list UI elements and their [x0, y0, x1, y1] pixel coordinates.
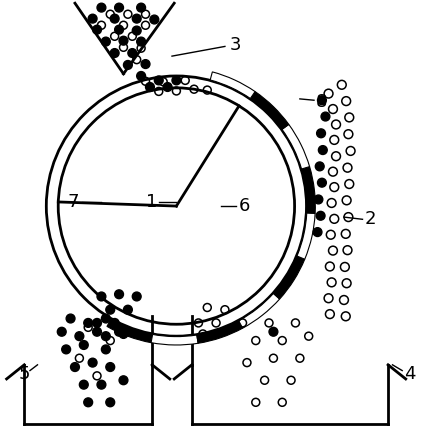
- Circle shape: [318, 178, 326, 187]
- Circle shape: [115, 327, 123, 336]
- Text: 5: 5: [19, 365, 30, 383]
- Text: 1: 1: [146, 193, 158, 211]
- Circle shape: [132, 26, 141, 35]
- Circle shape: [97, 3, 106, 12]
- Wedge shape: [107, 319, 153, 342]
- Circle shape: [101, 37, 110, 46]
- Circle shape: [110, 14, 119, 23]
- Wedge shape: [250, 92, 289, 129]
- Circle shape: [132, 292, 141, 301]
- Circle shape: [137, 37, 146, 46]
- Circle shape: [119, 376, 128, 385]
- Circle shape: [75, 332, 84, 341]
- Wedge shape: [297, 213, 315, 259]
- Circle shape: [110, 319, 119, 327]
- Circle shape: [115, 290, 123, 299]
- Circle shape: [123, 305, 132, 314]
- Wedge shape: [282, 124, 310, 169]
- Circle shape: [318, 96, 326, 105]
- Circle shape: [79, 341, 88, 350]
- Circle shape: [137, 3, 146, 12]
- Circle shape: [101, 314, 110, 323]
- Text: 4: 4: [404, 365, 416, 383]
- Text: 7: 7: [67, 193, 78, 211]
- Circle shape: [119, 36, 128, 45]
- Wedge shape: [239, 293, 280, 328]
- Wedge shape: [302, 167, 315, 214]
- Circle shape: [163, 82, 172, 91]
- Circle shape: [106, 398, 115, 407]
- Text: 2: 2: [365, 210, 376, 228]
- Circle shape: [84, 398, 93, 407]
- Circle shape: [93, 319, 101, 327]
- Circle shape: [66, 314, 75, 323]
- Circle shape: [115, 3, 123, 12]
- Circle shape: [84, 319, 93, 327]
- Circle shape: [71, 363, 79, 371]
- Circle shape: [110, 49, 119, 58]
- Wedge shape: [210, 72, 255, 98]
- Circle shape: [141, 60, 150, 69]
- Circle shape: [318, 146, 327, 155]
- Circle shape: [57, 327, 66, 336]
- Circle shape: [316, 211, 325, 220]
- Circle shape: [97, 380, 106, 389]
- Circle shape: [313, 228, 322, 237]
- Circle shape: [97, 292, 106, 301]
- Circle shape: [315, 162, 324, 171]
- Text: 8: 8: [316, 93, 328, 112]
- Circle shape: [101, 345, 110, 354]
- Circle shape: [88, 358, 97, 367]
- Circle shape: [62, 345, 71, 354]
- Circle shape: [150, 15, 159, 24]
- Circle shape: [93, 327, 101, 336]
- Wedge shape: [273, 256, 305, 299]
- Text: 6: 6: [239, 197, 250, 215]
- Circle shape: [115, 25, 123, 34]
- Circle shape: [154, 76, 163, 85]
- Circle shape: [146, 82, 154, 91]
- Circle shape: [321, 112, 330, 121]
- Circle shape: [317, 129, 325, 138]
- Circle shape: [132, 14, 141, 23]
- Circle shape: [137, 72, 146, 80]
- Circle shape: [106, 305, 115, 314]
- Wedge shape: [151, 334, 198, 345]
- Circle shape: [106, 363, 115, 371]
- Circle shape: [128, 49, 137, 58]
- Text: 3: 3: [230, 36, 242, 54]
- Circle shape: [88, 14, 97, 23]
- Circle shape: [93, 25, 101, 34]
- Circle shape: [172, 76, 181, 85]
- Wedge shape: [197, 321, 243, 343]
- Circle shape: [314, 195, 323, 204]
- Circle shape: [79, 380, 88, 389]
- Circle shape: [269, 327, 278, 336]
- Circle shape: [123, 61, 132, 70]
- Circle shape: [119, 330, 128, 338]
- Circle shape: [101, 332, 110, 341]
